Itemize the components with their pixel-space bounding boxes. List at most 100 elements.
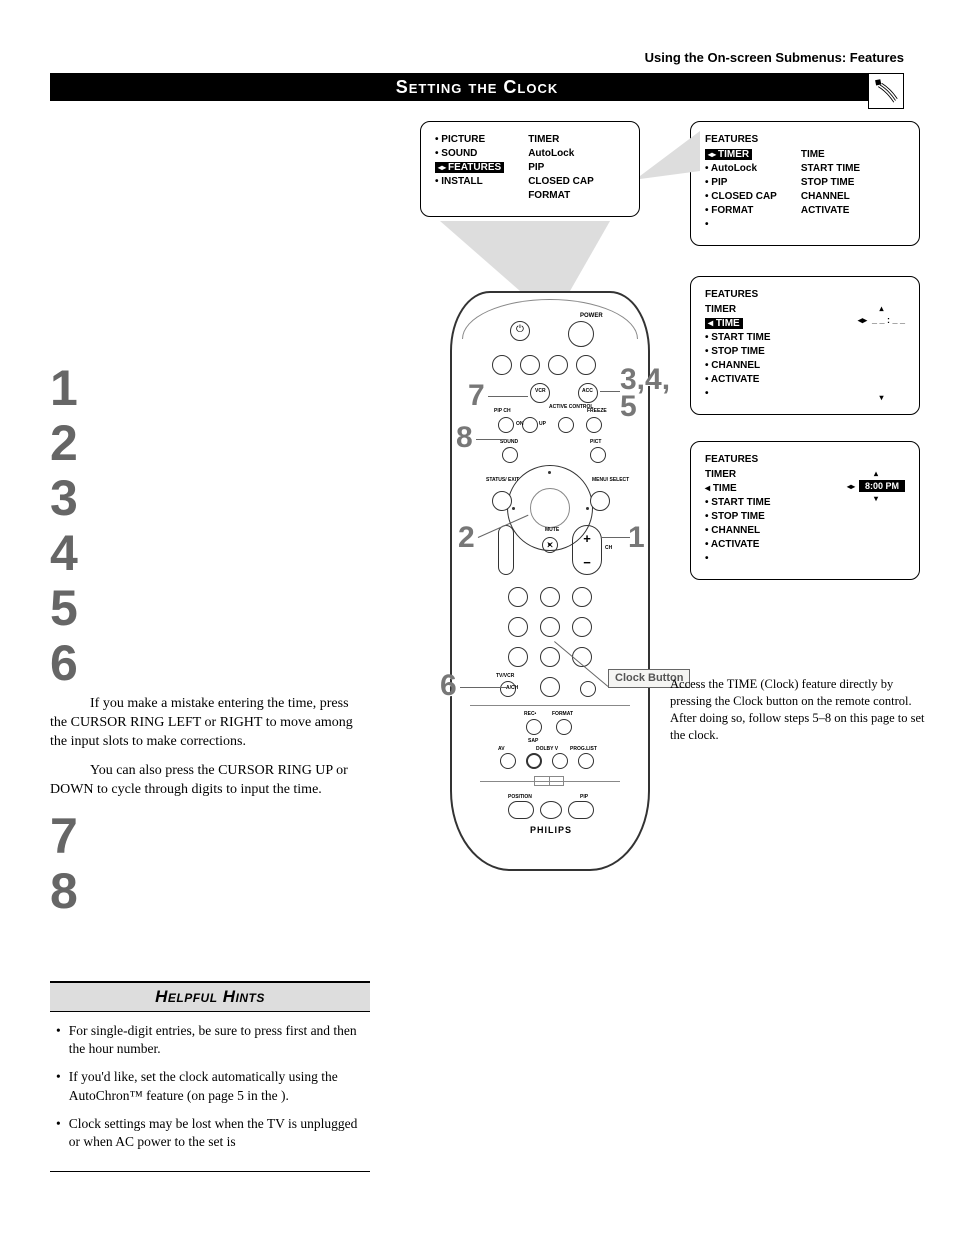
menu-sound: SOUND (435, 148, 504, 159)
menu-features-hl: FEATURES (435, 162, 504, 173)
btn-play (548, 355, 568, 375)
menu3-start: START TIME (705, 332, 771, 343)
menu2-start: START TIME (801, 163, 860, 174)
menu2-timer-hl: TIMER (705, 149, 752, 160)
btn-volume (498, 525, 514, 575)
callout-8: 8 (456, 421, 473, 455)
menu-autolock: AutoLock (528, 148, 594, 159)
osd-features-menu: FEATURES TIMER AutoLock PIP CLOSED CAP F… (690, 121, 920, 246)
menu4-start: START TIME (705, 497, 771, 508)
connector-wedge-2 (630, 121, 710, 181)
step-6: 6 (50, 636, 78, 691)
access-instructions: Access the TIME (Clock) feature directly… (670, 676, 930, 744)
menu4-time: TIME (713, 483, 737, 494)
btn-freeze (586, 417, 602, 433)
btn-status-exit (492, 491, 512, 511)
menu2-pip: PIP (705, 177, 777, 188)
menu3-time-hl: TIME (716, 318, 740, 329)
btn-forward (576, 355, 596, 375)
menu-pip: PIP (528, 162, 594, 173)
btn-clock (526, 753, 542, 769)
step-5: 5 (50, 581, 360, 636)
btn-proglist (578, 753, 594, 769)
step-3: 3 (50, 471, 360, 526)
menu4-value: 8:00 PM (859, 480, 905, 492)
menu4-stop: STOP TIME (705, 511, 771, 522)
hint-3: Clock settings may be lost when the TV i… (69, 1115, 364, 1151)
btn-num-1 (508, 587, 528, 607)
btn-channel-updown: +− (572, 525, 602, 575)
callout-1: 1 (628, 521, 645, 555)
btn-ach (580, 681, 596, 697)
osd-main-menu: PICTURE SOUND FEATURES INSTALL TIMER Aut… (420, 121, 640, 217)
callout-7: 7 (468, 379, 485, 413)
menu4-header: FEATURES (705, 454, 905, 465)
brand-label: PHILIPS (530, 825, 572, 835)
menu3-header: FEATURES (705, 289, 905, 300)
menu3-activate: ACTIVATE (705, 374, 771, 385)
btn-av (500, 753, 516, 769)
step-1: 1 (50, 361, 360, 416)
menu4-activate: ACTIVATE (705, 539, 771, 550)
remote-aim-icon (868, 73, 904, 109)
btn-pict (590, 447, 606, 463)
page-title: Setting the Clock (396, 77, 559, 98)
menu2-time: TIME (801, 149, 860, 160)
btn-rewind (492, 355, 512, 375)
helpful-hints-box: Helpful Hints For single-digit entries, … (50, 981, 370, 1172)
menu-install: INSTALL (435, 176, 504, 187)
menu3-stop: STOP TIME (705, 346, 771, 357)
btn-center (540, 801, 562, 819)
btn-menu-select (590, 491, 610, 511)
step-8: 8 (50, 864, 360, 919)
btn-num-2 (540, 587, 560, 607)
step-7: 7 (50, 809, 360, 864)
menu2-stop: STOP TIME (801, 177, 860, 188)
osd-timer-set-menu: FEATURES TIMER ◂ TIME START TIME STOP TI… (690, 441, 920, 580)
btn-num-4 (508, 617, 528, 637)
menu-picture: PICTURE (435, 134, 504, 145)
btn-num-8 (540, 647, 560, 667)
menu-timer: TIMER (528, 134, 594, 145)
tip-text-1: If you make a mistake entering the time,… (50, 695, 360, 752)
menu-closedcap: CLOSED CAP (528, 176, 594, 187)
steps-column: 1 2 3 4 5 6 If you make a mistake enteri… (50, 361, 360, 919)
menu2-header: FEATURES (705, 134, 905, 145)
btn-standby: ⏻ (510, 321, 530, 341)
btn-num-0 (540, 677, 560, 697)
osd-timer-menu: FEATURES TIMER ◂ TIME START TIME STOP TI… (690, 276, 920, 415)
menu-format: FORMAT (528, 190, 594, 201)
btn-sound (502, 447, 518, 463)
menu2-autolock: AutoLock (705, 163, 777, 174)
menu2-closedcap: CLOSED CAP (705, 191, 777, 202)
helpful-hints-title: Helpful Hints (50, 982, 370, 1012)
btn-num-7 (508, 647, 528, 667)
callout-6: 6 (440, 669, 457, 703)
menu2-activate: ACTIVATE (801, 205, 860, 216)
btn-format (556, 719, 572, 735)
menu2-format: FORMAT (705, 205, 777, 216)
menu3-value: _ _ : _ _ (872, 315, 905, 325)
hint-2: If you'd like, set the clock automatical… (69, 1068, 364, 1104)
btn-num-3 (572, 587, 592, 607)
btn-power (568, 321, 594, 347)
btn-rec (526, 719, 542, 735)
step-2: 2 (50, 416, 360, 471)
btn-active (558, 417, 574, 433)
callout-2: 2 (458, 521, 475, 555)
section-header: Using the On-screen Submenus: Features (50, 50, 904, 65)
menu3-sub: TIMER (705, 304, 771, 315)
step-4: 4 (50, 526, 360, 581)
menu4-channel: CHANNEL (705, 525, 771, 536)
hint-1: For single-digit entries, be sure to pre… (69, 1022, 364, 1058)
label-power: POWER (580, 313, 603, 319)
btn-num-5 (540, 617, 560, 637)
menu3-channel: CHANNEL (705, 360, 771, 371)
btn-on (522, 417, 538, 433)
connector-wedge-1 (410, 221, 690, 301)
btn-mute: ✕ (542, 537, 558, 553)
btn-pipch (498, 417, 514, 433)
btn-num-6 (572, 617, 592, 637)
menu4-sub: TIMER (705, 469, 771, 480)
tip-text-2: You can also press the CURSOR RING UP or… (50, 762, 360, 800)
